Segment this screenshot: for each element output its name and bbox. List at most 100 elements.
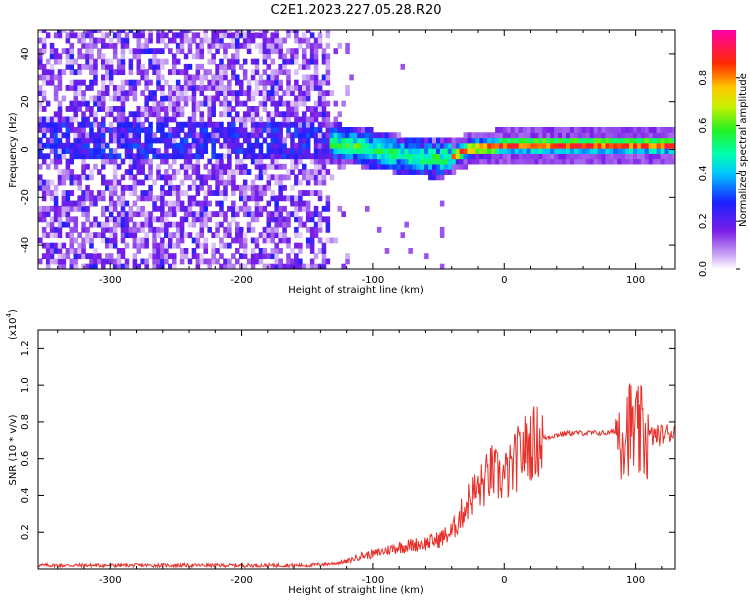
heatmap-cell: [298, 242, 303, 249]
heatmap-cell: [617, 127, 622, 133]
heatmap-cell: [317, 237, 323, 244]
heatmap-cell: [621, 153, 626, 160]
heatmap-cell: [191, 100, 197, 107]
heatmap-cell: [286, 74, 291, 81]
heatmap-cell: [432, 174, 437, 181]
heatmap-cell: [179, 48, 185, 55]
heatmap-cell: [164, 95, 169, 102]
heatmap-cell: [112, 153, 118, 160]
heatmap-cell: [262, 85, 268, 91]
heatmap-cell: [85, 153, 90, 160]
heatmap-cell: [660, 153, 666, 160]
heatmap-cell: [172, 190, 177, 196]
heatmap-cell: [191, 163, 197, 170]
heatmap-cell: [85, 148, 90, 154]
heatmap-cell: [219, 74, 224, 81]
heatmap-cell: [148, 163, 153, 170]
heatmap-cell: [376, 158, 382, 165]
heatmap-cell: [136, 132, 142, 139]
heatmap-cell: [199, 221, 205, 228]
heatmap-cell: [97, 169, 102, 175]
heatmap-cell: [298, 153, 303, 160]
heatmap-cell: [254, 258, 260, 265]
heatmap-cell: [136, 79, 142, 86]
heatmap-cell: [164, 116, 169, 123]
heatmap-cell: [73, 69, 79, 76]
heatmap-cell: [203, 30, 209, 33]
heatmap-cell: [120, 30, 126, 33]
heatmap-cell: [191, 90, 197, 97]
heatmap-cell: [290, 85, 295, 91]
heatmap-cell: [116, 69, 122, 76]
heatmap-cell: [73, 258, 79, 265]
heatmap-cell: [388, 163, 394, 170]
heatmap-cell: [81, 163, 86, 170]
heatmap-cell: [605, 158, 610, 165]
heatmap-cell: [211, 79, 216, 86]
heatmap-cell: [274, 253, 279, 260]
heatmap-cell: [530, 137, 536, 144]
heatmap-cell: [175, 90, 181, 97]
heatmap-cell: [223, 184, 228, 191]
heatmap-cell: [278, 263, 283, 269]
heatmap-cell: [128, 205, 134, 212]
heatmap-cell: [128, 211, 134, 218]
heatmap-cell: [400, 148, 406, 154]
heatmap-cell: [108, 158, 114, 165]
heatmap-cell: [270, 90, 276, 97]
heatmap-cell: [105, 253, 110, 260]
heatmap-cell: [298, 85, 303, 91]
heatmap-cell: [309, 232, 315, 239]
heatmap-cell: [156, 37, 161, 44]
heatmap-cell: [235, 116, 240, 123]
heatmap-cell: [49, 148, 55, 154]
heatmap-cell: [282, 37, 287, 44]
heatmap-cell: [179, 253, 185, 260]
heatmap-cell: [246, 195, 252, 202]
heatmap-cell: [573, 132, 579, 139]
heatmap-cell: [294, 153, 299, 160]
heatmap-cell: [195, 253, 201, 260]
heatmap-cell: [286, 195, 291, 202]
heatmap-cell: [108, 79, 114, 86]
heatmap-cell: [172, 63, 177, 70]
heatmap-cell: [101, 158, 106, 165]
heatmap-cell: [227, 121, 232, 128]
heatmap-cell: [156, 226, 161, 233]
heatmap-cell: [400, 63, 406, 70]
heatmap-cell: [120, 127, 126, 133]
heatmap-cell: [286, 69, 291, 76]
heatmap-cell: [250, 132, 256, 139]
heatmap-cell: [207, 184, 212, 191]
heatmap-cell: [187, 142, 193, 149]
heatmap-cell: [219, 142, 224, 149]
heatmap-cell: [65, 216, 71, 223]
heatmap-cell: [585, 132, 591, 139]
heatmap-cell: [49, 232, 55, 239]
heatmap-cell: [175, 58, 181, 65]
heatmap-cell: [345, 142, 350, 149]
heatmap-cell: [254, 58, 260, 65]
heatmap-cell: [112, 242, 118, 249]
heatmap-cell: [85, 216, 90, 223]
heatmap-cell: [447, 148, 453, 154]
heatmap-cell: [73, 237, 79, 244]
heatmap-cell: [506, 137, 512, 144]
heatmap-cell: [597, 127, 603, 133]
heatmap-cell: [487, 158, 492, 165]
heatmap-cell: [333, 142, 339, 149]
heatmap-cell: [38, 48, 43, 55]
heatmap-cell: [302, 100, 307, 107]
heatmap-cell: [81, 121, 86, 128]
heatmap-cell: [266, 163, 272, 170]
heatmap-cell: [89, 95, 94, 102]
heatmap-cell: [152, 58, 157, 65]
heatmap-cell: [286, 106, 291, 112]
heatmap-cell: [274, 232, 279, 239]
heatmap-cell: [558, 158, 563, 165]
heatmap-cell: [132, 258, 138, 265]
heatmap-cell: [65, 205, 71, 212]
heatmap-cell: [298, 100, 303, 107]
heatmap-cell: [400, 158, 406, 165]
heatmap-cell: [262, 48, 268, 55]
